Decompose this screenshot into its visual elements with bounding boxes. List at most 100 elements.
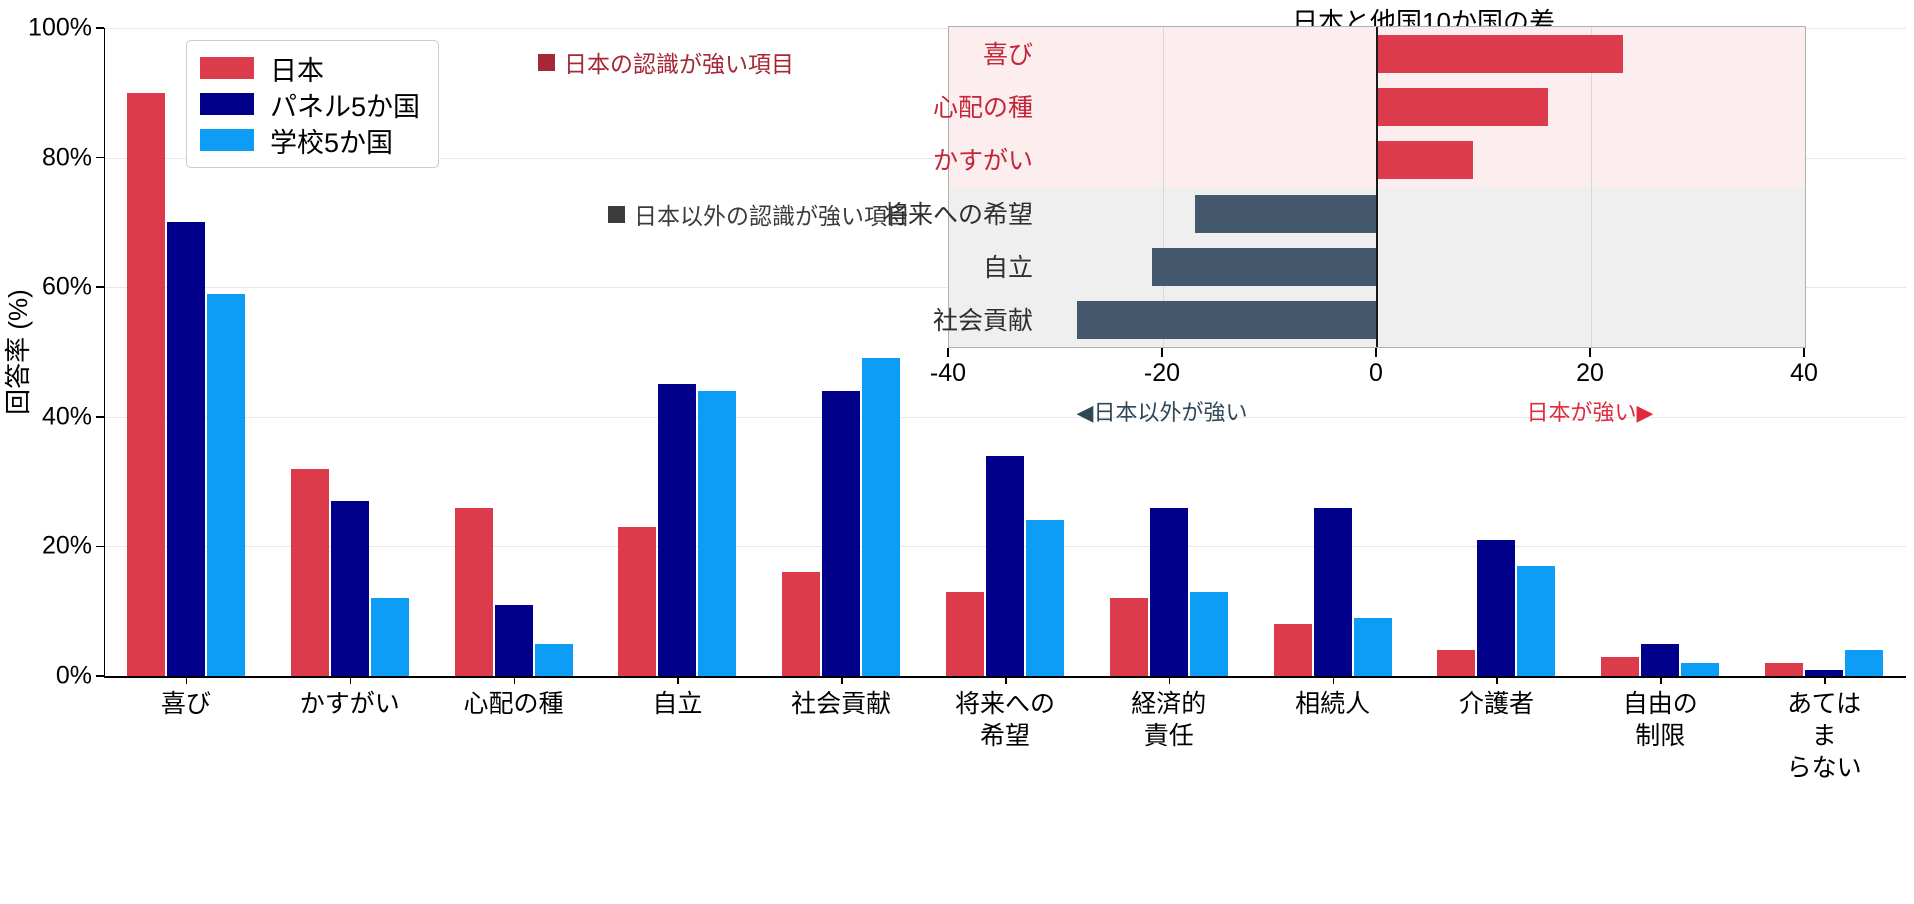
inset-category-label: 心配の種 (932, 94, 1033, 122)
legend-swatch (200, 129, 254, 151)
x-tick-mark (1824, 676, 1826, 684)
bar (1026, 520, 1064, 676)
x-tick-label: 将来への 希望 (954, 690, 1056, 750)
x-tick-mark (1332, 676, 1335, 684)
x-tick-mark (841, 676, 843, 684)
y-tick-mark (96, 545, 104, 548)
square-marker-icon (608, 205, 625, 223)
inset-bar (1152, 248, 1377, 286)
y-tick-mark (96, 27, 104, 29)
bar (1681, 663, 1720, 676)
bar (986, 455, 1024, 676)
inset-x-tick-mark (1589, 348, 1591, 357)
y-tick-mark (96, 286, 104, 288)
x-tick-mark (349, 676, 352, 684)
inset-x-tick-label: 40 (1790, 359, 1818, 387)
y-tick-label: 100% (28, 13, 92, 42)
legend-label: 日本 (270, 55, 324, 86)
x-tick-label: 喜び (160, 690, 211, 718)
gridline (104, 416, 1906, 418)
inset-annotation-negative: ◀日本以外が強い (1076, 400, 1248, 425)
bar (290, 468, 329, 676)
bar (166, 222, 205, 676)
bar (1845, 650, 1884, 676)
bar (1273, 624, 1312, 676)
bar (330, 501, 369, 676)
inset-x-tick-label: -20 (1143, 359, 1181, 387)
legend-swatch (200, 57, 254, 79)
bar (946, 591, 984, 676)
x-tick-mark (1660, 676, 1662, 684)
inset-gridline (1163, 27, 1164, 347)
inset-zero-line (1376, 27, 1378, 347)
inset-category-label: かすがい (932, 147, 1033, 176)
bar (534, 643, 573, 676)
bar (1109, 598, 1148, 676)
x-tick-label: かすがい (299, 690, 400, 718)
y-tick-mark (96, 416, 104, 418)
bar (822, 390, 861, 676)
y-tick-mark (96, 156, 104, 159)
legend-label: 学校5か国 (270, 127, 394, 158)
y-tick-label: 20% (41, 531, 92, 560)
bar (1765, 663, 1804, 676)
legend-item: パネル5か国 (200, 86, 420, 122)
inset-x-tick-label: -40 (929, 359, 967, 387)
x-tick-label: 自立 (652, 690, 703, 718)
x-tick-label: 経済的 責任 (1131, 690, 1207, 750)
inset-x-tick-mark (1161, 348, 1163, 357)
bars-container (104, 28, 1906, 676)
legend-label: パネル5か国 (270, 91, 421, 122)
legend-swatch (200, 93, 254, 115)
inset-plot-area (948, 26, 1806, 348)
inset-x-tick-label: 0 (1369, 359, 1383, 387)
bar (1641, 643, 1680, 676)
x-tick-label: あてはま らない (1786, 690, 1862, 782)
note-other-strong: 日本以外の認識が強い項目 (608, 197, 910, 231)
bar (206, 293, 245, 676)
bar (370, 598, 409, 676)
x-tick-label: 心配の種 (463, 690, 564, 718)
x-tick-mark (677, 676, 679, 684)
legend-item: 学校5か国 (200, 122, 420, 158)
bar (1353, 617, 1392, 676)
bar (1437, 650, 1476, 676)
y-tick-label: 60% (41, 272, 92, 301)
bar (658, 384, 697, 676)
bar (454, 507, 493, 676)
y-tick-label: 40% (41, 402, 92, 431)
bar (1477, 539, 1516, 676)
inset-bar (1377, 88, 1549, 126)
x-tick-mark (185, 676, 188, 684)
square-marker-icon (538, 53, 555, 71)
inset-diverging-bar-chart: 日本と他国10か国の差 喜び 心配の種 かすがい 将来への希望 自立 社会貢献 -40 -2… (883, 0, 1914, 425)
bar (1601, 656, 1640, 676)
bar (494, 604, 533, 676)
inset-category-label: 社会貢献 (932, 307, 1033, 336)
inset-bar (1077, 301, 1377, 340)
bar (698, 390, 737, 676)
y-tick-mark (96, 675, 104, 677)
x-tick-mark (1496, 676, 1498, 684)
inset-annotation-positive: 日本が強い▶ (1526, 400, 1654, 425)
inset-x-tick-mark (1803, 348, 1805, 357)
x-tick-label: 相続人 (1295, 690, 1371, 718)
inset-bar (1377, 34, 1624, 73)
x-tick-label: 社会貢献 (791, 690, 892, 718)
chart-legend: 日本パネル5か国 学校5か国 (186, 40, 440, 168)
bar (1805, 669, 1844, 676)
bar (1149, 507, 1188, 676)
bar (618, 526, 657, 676)
inset-bar (1377, 141, 1474, 180)
inset-x-tick-label: 20 (1576, 359, 1604, 387)
inset-bar (1195, 194, 1377, 233)
x-tick-mark (1005, 676, 1007, 684)
y-tick-label: 80% (41, 143, 92, 172)
bar (126, 92, 165, 676)
note-japan-strong-label: 日本の認識が強い項目 (564, 51, 794, 77)
x-tick-mark (1168, 676, 1171, 684)
x-tick-label: 自由の 制限 (1622, 690, 1698, 750)
bar (1189, 591, 1228, 676)
x-tick-label: 介護者 (1458, 690, 1534, 718)
